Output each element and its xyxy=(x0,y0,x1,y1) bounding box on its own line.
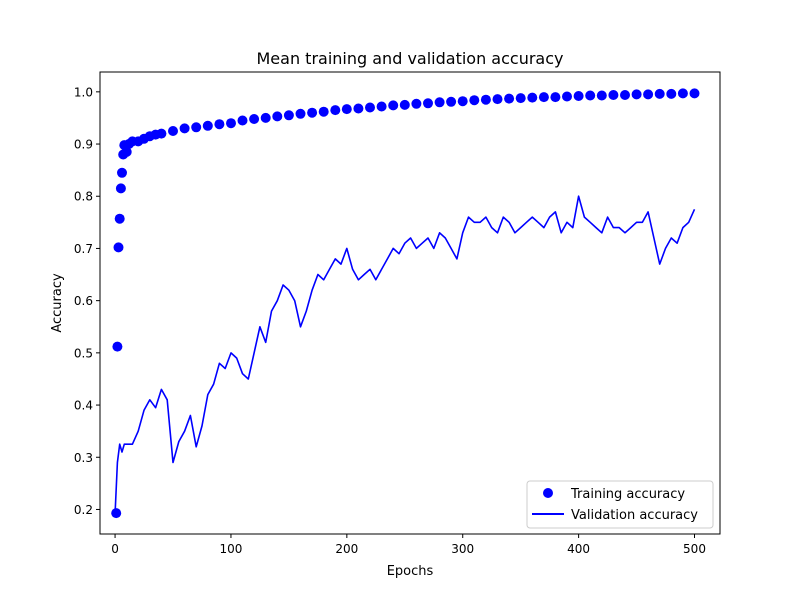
y-tick-label: 0.3 xyxy=(74,451,93,465)
training-accuracy-point xyxy=(283,110,294,121)
training-accuracy-point xyxy=(677,88,688,99)
y-axis-ticks: 0.2 0.3 0.4 0.5 0.6 0.7 0.8 0.9 1.0 xyxy=(74,85,100,517)
training-accuracy-point xyxy=(112,341,123,352)
legend-training-marker xyxy=(543,488,553,498)
x-tick-label: 300 xyxy=(451,542,474,556)
training-accuracy-point xyxy=(562,91,572,102)
training-accuracy-point xyxy=(330,105,341,116)
training-accuracy-point xyxy=(446,96,457,107)
training-accuracy-point xyxy=(341,104,352,115)
training-accuracy-point xyxy=(689,88,700,99)
training-accuracy-point xyxy=(156,128,167,139)
training-accuracy-point xyxy=(457,96,468,107)
training-accuracy-point xyxy=(423,98,433,109)
training-accuracy-point xyxy=(515,93,526,104)
training-accuracy-point xyxy=(527,92,538,103)
y-tick-label: 0.2 xyxy=(74,503,93,517)
training-accuracy-point xyxy=(272,111,283,122)
training-accuracy-point xyxy=(295,108,306,119)
training-accuracy-point xyxy=(260,112,271,123)
training-accuracy-point xyxy=(226,118,236,129)
y-tick-label: 0.9 xyxy=(74,138,93,152)
training-accuracy-point xyxy=(480,94,491,105)
plot-area xyxy=(111,88,700,519)
legend-validation-label: Validation accuracy xyxy=(571,508,698,523)
training-accuracy-point xyxy=(365,102,375,113)
training-accuracy-point xyxy=(115,183,126,194)
training-accuracy-point xyxy=(249,114,260,124)
x-tick-label: 100 xyxy=(220,542,243,556)
training-accuracy-point xyxy=(214,119,225,130)
training-accuracy-point xyxy=(550,92,561,103)
x-axis-label: Epochs xyxy=(387,564,434,579)
training-accuracy-point xyxy=(492,94,503,105)
training-accuracy-point xyxy=(654,88,665,99)
x-tick-label: 400 xyxy=(567,542,590,556)
training-accuracy-point xyxy=(117,167,127,178)
legend-box xyxy=(526,480,714,529)
x-tick-label: 0 xyxy=(111,542,119,556)
training-accuracy-point xyxy=(121,146,132,157)
training-accuracy-point xyxy=(596,90,607,101)
training-accuracy-points xyxy=(111,88,700,519)
training-accuracy-point xyxy=(114,213,125,224)
training-accuracy-point xyxy=(179,123,190,134)
x-axis-ticks: 0 100 200 300 400 500 xyxy=(111,534,706,556)
training-accuracy-point xyxy=(318,106,329,117)
x-tick-label: 500 xyxy=(683,542,706,556)
training-accuracy-point xyxy=(399,99,410,110)
y-axis-label: Accuracy xyxy=(50,273,65,333)
training-accuracy-point xyxy=(469,95,480,106)
training-accuracy-point xyxy=(388,100,399,111)
training-accuracy-point xyxy=(202,120,213,131)
y-tick-label: 0.5 xyxy=(74,346,93,360)
training-accuracy-point xyxy=(434,97,445,108)
training-accuracy-point xyxy=(113,242,124,253)
x-tick-label: 200 xyxy=(335,542,358,556)
training-accuracy-point xyxy=(237,115,248,126)
y-tick-label: 0.8 xyxy=(74,190,93,204)
training-accuracy-point xyxy=(111,508,122,519)
chart-title: Mean training and validation accuracy xyxy=(257,49,564,68)
training-accuracy-point xyxy=(191,122,202,133)
training-accuracy-point xyxy=(538,92,549,103)
training-accuracy-point xyxy=(620,90,630,100)
training-accuracy-point xyxy=(631,89,642,100)
legend: Training accuracy Validation accuracy xyxy=(526,480,714,529)
validation-accuracy-line xyxy=(114,195,696,514)
training-accuracy-point xyxy=(608,90,619,100)
axes-frame xyxy=(99,71,721,535)
training-accuracy-point xyxy=(504,93,515,104)
training-accuracy-point xyxy=(353,103,364,114)
y-tick-label: 0.4 xyxy=(74,399,93,413)
training-accuracy-point xyxy=(666,88,677,99)
training-accuracy-point xyxy=(411,98,422,109)
y-tick-label: 0.7 xyxy=(74,242,93,256)
training-accuracy-point xyxy=(643,89,654,100)
y-tick-label: 0.6 xyxy=(74,294,93,308)
training-accuracy-point xyxy=(307,107,318,118)
training-accuracy-point xyxy=(585,90,596,101)
y-tick-label: 1.0 xyxy=(74,85,93,99)
training-accuracy-point xyxy=(168,126,178,136)
training-accuracy-point xyxy=(573,91,584,101)
legend-training-label: Training accuracy xyxy=(570,487,685,502)
training-accuracy-point xyxy=(376,101,387,112)
